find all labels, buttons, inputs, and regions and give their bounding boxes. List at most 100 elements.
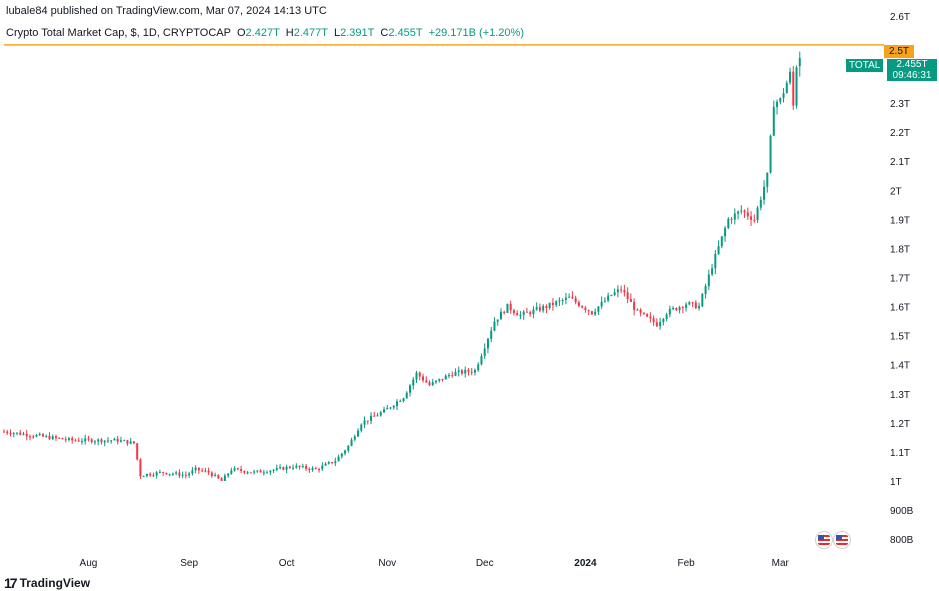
candle-body	[581, 306, 584, 308]
candle-body	[207, 470, 210, 473]
candle-body	[711, 268, 714, 275]
candle-body	[54, 436, 57, 438]
x-tick-label: Feb	[677, 558, 695, 569]
candle-body	[782, 93, 785, 99]
candle-body	[483, 348, 486, 357]
candle-body	[314, 468, 317, 470]
candle-body	[175, 472, 178, 474]
candle-body	[45, 435, 48, 437]
candle-body	[750, 216, 753, 220]
candle-body	[655, 322, 658, 327]
candle-body	[649, 316, 652, 319]
candle-body	[279, 467, 282, 469]
tradingview-logo-icon: 17	[4, 575, 18, 591]
candle-body	[357, 430, 360, 437]
candle-body	[477, 364, 480, 371]
candle-body	[636, 309, 639, 311]
candle-body	[763, 186, 766, 200]
candle-body	[353, 436, 356, 440]
candle-body	[321, 465, 324, 470]
candle-body	[740, 210, 743, 212]
change-value: +29.171B (+1.20%)	[428, 27, 524, 39]
candle-body	[659, 322, 662, 327]
candle-body	[607, 295, 610, 301]
candle-body	[204, 470, 207, 472]
candle-body	[756, 207, 759, 220]
candle-body	[490, 330, 493, 339]
candle-body	[269, 470, 272, 473]
candle-body	[100, 439, 103, 443]
candle-body	[106, 440, 109, 442]
candle-body	[12, 433, 15, 435]
symbol-title[interactable]: Crypto Total Market Cap, $, 1D, CRYPTOCA…	[6, 27, 231, 39]
price-axis[interactable]: 2.6T2.4T2.3T2.2T2.1T2T1.9T1.8T1.7T1.6T1.…	[890, 12, 914, 546]
candle-body	[571, 296, 574, 299]
candle-body	[720, 236, 723, 247]
candle-body	[493, 321, 496, 331]
candle-body	[214, 474, 217, 477]
low-label: L	[334, 27, 341, 39]
candle-body	[652, 318, 655, 323]
candle-body	[444, 375, 447, 380]
candle-body	[616, 289, 619, 293]
candle-body	[486, 338, 489, 349]
candle-body	[334, 461, 337, 464]
us-flag-icon[interactable]	[833, 531, 851, 549]
candle-body	[298, 465, 301, 468]
candle-body	[74, 440, 77, 442]
candle-body	[51, 436, 54, 440]
y-tick-label: 1.2T	[890, 419, 910, 430]
candle-body	[256, 470, 259, 472]
candle-body	[145, 473, 148, 477]
candle-body	[694, 302, 697, 309]
candle-body	[698, 306, 701, 309]
candle-body	[675, 308, 678, 311]
y-tick-label: 900B	[890, 506, 914, 517]
x-tick-label: 2024	[574, 558, 597, 569]
time-axis[interactable]: Aug Sep Oct Nov Dec 2024 Feb Mar	[80, 558, 790, 569]
candle-body	[737, 211, 740, 214]
candle-body	[194, 467, 197, 471]
candle-body	[451, 375, 454, 377]
candle-body	[473, 370, 476, 373]
candle-body	[438, 378, 441, 381]
candle-body	[87, 438, 90, 440]
candle-body	[80, 441, 83, 443]
candle-body	[64, 439, 67, 441]
candle-body	[152, 475, 155, 477]
candle-body	[789, 71, 792, 83]
candle-body	[249, 472, 252, 474]
candle-body	[383, 409, 386, 413]
close-label: C	[380, 27, 389, 39]
candle-body	[405, 392, 408, 399]
candle-body	[532, 309, 535, 315]
candle-body	[93, 441, 96, 443]
candle-body	[77, 440, 80, 442]
last-price-tag: 2.455T 09:46:31	[887, 59, 937, 81]
us-flag-icon[interactable]	[815, 531, 833, 549]
tradingview-branding[interactable]: 17 TradingView	[4, 575, 90, 591]
candle-body	[292, 467, 295, 469]
last-price-value: 2.455T	[896, 59, 928, 70]
candle-body	[123, 440, 126, 442]
candle-body	[753, 219, 756, 221]
x-tick-label: Mar	[772, 558, 790, 569]
candle-body	[460, 370, 463, 374]
candle-body	[217, 474, 220, 479]
y-tick-label: 1.9T	[890, 215, 910, 226]
candle-body	[795, 67, 798, 106]
candle-body	[685, 304, 688, 308]
candle-body	[730, 218, 733, 220]
open-label: O	[236, 27, 246, 39]
candle-body	[61, 438, 64, 440]
candle-body	[340, 453, 343, 457]
candle-body	[240, 469, 243, 471]
candle-body	[103, 440, 106, 443]
candle-body	[779, 98, 782, 102]
candle-body	[620, 289, 623, 291]
candle-body	[71, 438, 74, 441]
candle-body	[584, 307, 587, 311]
candle-body	[662, 318, 665, 323]
candle-body	[230, 470, 233, 474]
